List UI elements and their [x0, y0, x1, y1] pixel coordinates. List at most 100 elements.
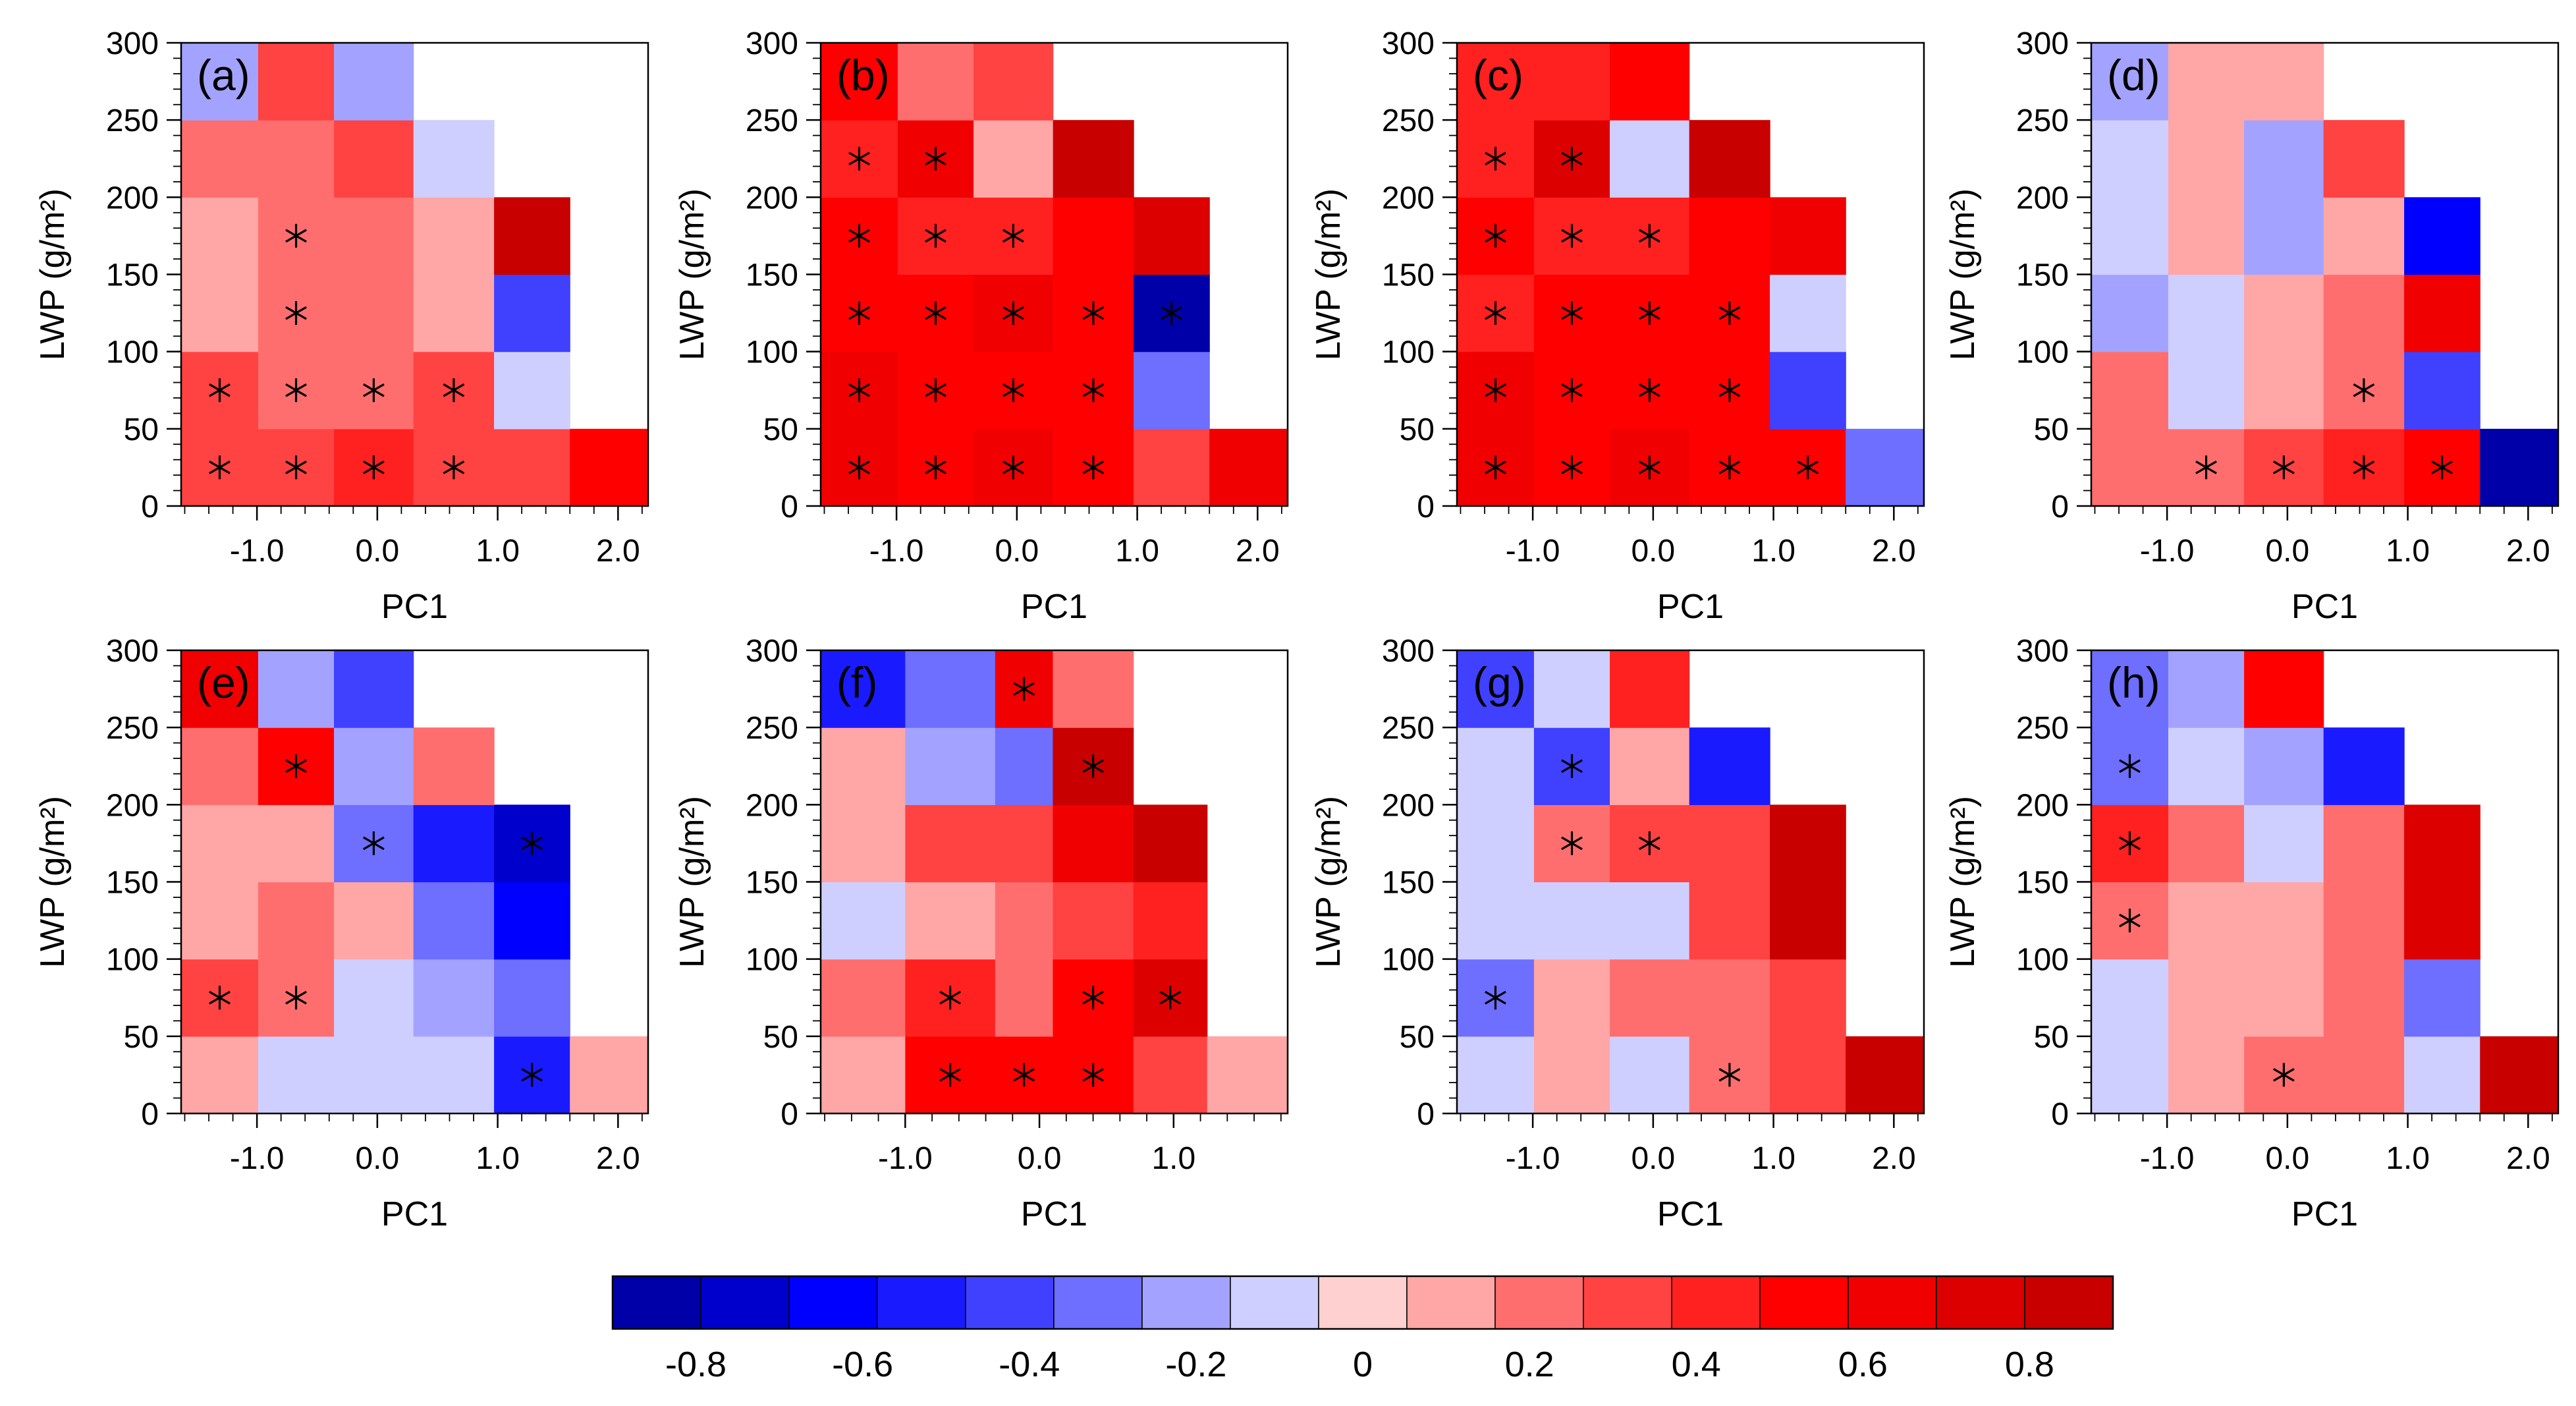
heatmap-cell	[258, 120, 335, 198]
y-tick-label: 250	[746, 103, 798, 138]
colorbar-swatch	[1936, 1276, 2025, 1330]
x-tick-label: 1.0	[2386, 1141, 2430, 1176]
significance-marker	[2272, 455, 2295, 480]
heatmap-cell	[2323, 727, 2405, 805]
heatmap-cell	[413, 959, 495, 1037]
panel-label: (b)	[836, 51, 890, 99]
heatmap-cell	[2168, 804, 2245, 883]
heatmap-cell	[905, 727, 996, 805]
heatmap-cell	[1689, 804, 1770, 883]
heatmap-cell	[1133, 1036, 1208, 1114]
significance-marker	[1485, 378, 1506, 403]
heatmap-cell	[1134, 428, 1210, 507]
significance-marker	[285, 986, 307, 1010]
y-tick-label: 100	[2016, 335, 2069, 370]
heatmap-cell	[258, 804, 335, 883]
significance-marker	[1561, 378, 1583, 403]
panel: 0 50 100 150 200 250 300 -1.0 0.0 1.0 2.0 (h) PC1 LWP…	[1944, 634, 2560, 1233]
colorbar-swatch	[1406, 1276, 1496, 1330]
y-tick-label: 0	[781, 1097, 798, 1132]
heatmap-cell	[1053, 882, 1134, 960]
heatmap-cell	[2323, 804, 2405, 883]
heatmap-cell	[2323, 959, 2405, 1037]
significance-marker	[521, 831, 543, 855]
panel: 0 50 100 150 200 250 300 -1.0 0.0 1.0 (f) PC1 LWP (g…	[673, 634, 1289, 1233]
heatmap-cell	[2404, 959, 2480, 1037]
significance-marker	[1002, 455, 1024, 480]
panel: 0 50 100 150 200 250 300 -1.0 0.0 1.0 2.0 (b) PC1 LWP…	[673, 26, 1289, 626]
heatmap-cell	[494, 882, 570, 960]
heatmap-cell	[1053, 650, 1134, 728]
heatmap-cell	[1457, 727, 1535, 805]
colorbar-swatch	[1230, 1276, 1319, 1330]
x-tick-label: 2.0	[596, 534, 640, 569]
x-axis-label: PC1	[1657, 588, 1724, 626]
significance-marker	[1082, 1063, 1104, 1087]
x-axis-label: PC1	[2291, 1195, 2358, 1233]
significance-marker	[925, 146, 946, 171]
panel: 0 50 100 150 200 250 300 -1.0 0.0 1.0 2.0 (a) PC1 LWP…	[34, 26, 649, 626]
heatmap-cell	[413, 882, 495, 960]
x-tick-label: -1.0	[2140, 1141, 2195, 1176]
significance-marker	[1638, 223, 1660, 248]
panels-group: 0 50 100 150 200 250 300 -1.0 0.0 1.0 2.0 (a) PC1 LWP…	[34, 26, 2560, 1233]
x-tick-label: 0.0	[995, 534, 1039, 569]
significance-marker	[1561, 301, 1583, 325]
panel-label: (h)	[2107, 658, 2160, 707]
heatmap-cell	[2404, 197, 2480, 275]
significance-marker	[1082, 301, 1105, 325]
colorbar-swatch	[877, 1276, 966, 1330]
colorbar-tick-label: 0	[1353, 1345, 1373, 1384]
heatmap-cell	[494, 428, 570, 507]
significance-marker	[285, 378, 307, 403]
y-tick-label: 200	[1382, 788, 1435, 823]
significance-marker	[443, 455, 465, 480]
x-tick-label: 1.0	[476, 1141, 520, 1176]
heatmap-cell	[494, 351, 570, 430]
heatmap-cell	[1457, 43, 1535, 121]
heatmap-cell	[1134, 351, 1210, 430]
y-tick-label: 250	[106, 711, 159, 746]
y-axis-label: LWP (g/m²)	[1944, 796, 1982, 968]
colorbar-tick-label: -0.2	[1165, 1345, 1226, 1384]
heatmap-cell	[1533, 1036, 1610, 1114]
x-axis-label: PC1	[1021, 1195, 1087, 1233]
significance-marker	[848, 146, 870, 171]
x-axis-label: PC1	[1021, 588, 1087, 626]
x-tick-label: 0.0	[2265, 534, 2309, 569]
heatmap-cell	[2323, 120, 2405, 198]
y-axis-label: LWP (g/m²)	[34, 796, 72, 968]
heatmap-cell	[1610, 882, 1690, 960]
x-tick-label: 0.0	[355, 534, 399, 569]
heatmap-cell	[1770, 351, 1846, 430]
heatmap-cell	[334, 882, 414, 960]
heatmap-cell	[1134, 197, 1210, 275]
significance-marker	[521, 1063, 543, 1087]
y-tick-label: 250	[2016, 711, 2069, 746]
significance-marker	[1638, 455, 1660, 480]
heatmap-cell	[1610, 120, 1690, 198]
heatmap-cell	[494, 274, 570, 352]
y-tick-label: 300	[106, 26, 159, 61]
y-tick-label: 150	[106, 258, 159, 293]
heatmap-cell	[2323, 197, 2405, 275]
significance-marker	[2119, 831, 2141, 855]
y-axis-label: LWP (g/m²)	[1944, 188, 1982, 360]
heatmap-cell	[1610, 727, 1690, 805]
heatmap-cell	[821, 804, 906, 883]
significance-marker	[1718, 455, 1741, 480]
heatmap-cell	[1053, 804, 1134, 883]
y-tick-label: 200	[1382, 181, 1435, 215]
significance-marker	[925, 455, 946, 480]
significance-marker	[1013, 677, 1035, 701]
x-axis-label: PC1	[1657, 1195, 1724, 1233]
significance-marker	[1638, 378, 1660, 403]
significance-marker	[1485, 455, 1506, 480]
significance-marker	[1159, 986, 1182, 1010]
heatmap-cell	[2091, 1036, 2169, 1114]
heatmap-cell	[2091, 959, 2169, 1037]
heatmap-cell	[1689, 882, 1770, 960]
significance-marker	[2119, 754, 2141, 778]
y-tick-label: 100	[1382, 335, 1435, 370]
